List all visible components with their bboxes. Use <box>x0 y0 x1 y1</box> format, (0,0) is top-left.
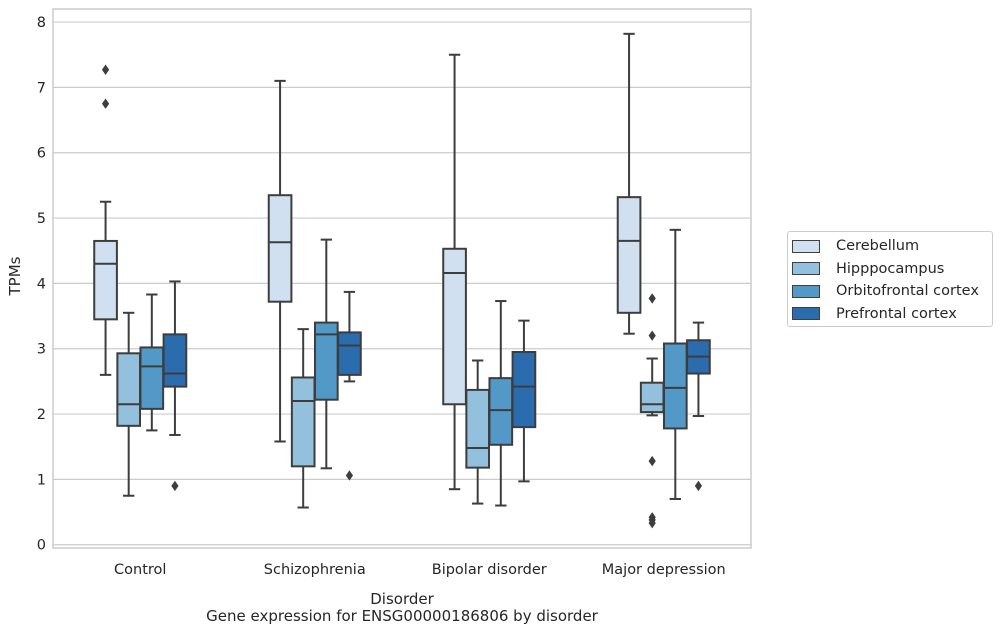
box <box>93 239 118 321</box>
plot-area <box>53 9 751 548</box>
outlier-point <box>101 64 110 75</box>
legend-label: Orbitofrontal cortex <box>836 283 979 300</box>
legend-label: Hipppocampus <box>836 260 945 277</box>
y-axis-title-text: TPMs <box>6 256 24 296</box>
x-tick-label: Schizophrenia <box>264 562 366 578</box>
y-tick-label: 8 <box>37 15 46 31</box>
legend-swatch <box>792 239 820 253</box>
x-tick-label: Bipolar disorder <box>432 562 547 578</box>
y-tick-label: 4 <box>37 276 46 292</box>
box <box>267 194 293 303</box>
y-tick-label: 3 <box>37 342 46 358</box>
outlier-point <box>648 330 656 341</box>
box <box>162 333 188 388</box>
legend: Cerebellum Hipppocampus Orbitofrontal co… <box>787 231 993 327</box>
y-tick-label: 2 <box>37 407 46 423</box>
plot-frame <box>52 8 752 549</box>
legend-swatch <box>792 262 820 276</box>
box <box>511 351 537 429</box>
box <box>139 346 165 410</box>
legend-swatch <box>792 284 820 298</box>
outlier-point <box>345 470 354 481</box>
outlier-point <box>101 98 110 109</box>
legend-item-orbitofrontal: Orbitofrontal cortex <box>792 280 992 303</box>
legend-label: Prefrontal cortex <box>836 305 957 322</box>
legend-item-hippocampus: Hipppocampus <box>792 258 992 281</box>
outlier-point <box>171 480 179 492</box>
box <box>662 342 688 430</box>
box <box>488 377 514 446</box>
box <box>465 388 491 469</box>
box <box>442 247 467 406</box>
legend-label: Cerebellum <box>836 238 920 255</box>
legend-item-cerebellum: Cerebellum <box>792 235 992 258</box>
y-tick-label: 0 <box>37 538 46 554</box>
outlier-point <box>694 480 703 492</box>
chart-caption: Gene expression for ENSG00000186806 by d… <box>206 607 598 625</box>
box <box>639 381 665 414</box>
y-tick-label: 5 <box>37 211 46 227</box>
box <box>116 352 142 427</box>
legend-item-prefrontal: Prefrontal cortex <box>792 303 992 326</box>
outlier-point <box>648 293 656 304</box>
y-axis-title: TPMs <box>6 257 24 296</box>
box <box>290 376 316 468</box>
y-tick-label: 7 <box>37 80 46 96</box>
outlier-point <box>648 512 656 523</box>
box <box>337 331 362 376</box>
y-tick-label: 6 <box>37 146 46 162</box>
outlier-point <box>648 455 656 467</box>
x-tick-label: Control <box>114 562 166 578</box>
x-tick-label: Major depression <box>602 562 726 578</box>
x-axis-title: Disorder <box>370 590 434 608</box>
legend-swatch <box>792 307 820 321</box>
box <box>616 196 642 314</box>
y-tick-label: 1 <box>37 472 46 488</box>
